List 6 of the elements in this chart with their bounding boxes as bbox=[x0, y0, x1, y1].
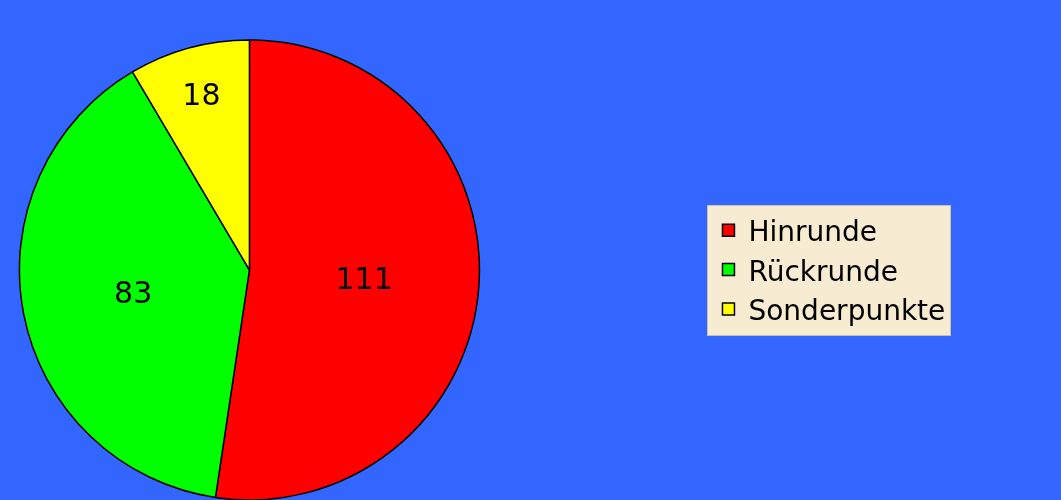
data-label: 83 bbox=[114, 275, 153, 311]
legend-label: Hinrunde bbox=[748, 215, 878, 249]
legend-label: Rückrunde bbox=[748, 254, 899, 288]
legend-label: Sonderpunkte bbox=[748, 293, 946, 327]
data-label: 111 bbox=[335, 261, 393, 297]
data-label: 18 bbox=[182, 76, 221, 112]
